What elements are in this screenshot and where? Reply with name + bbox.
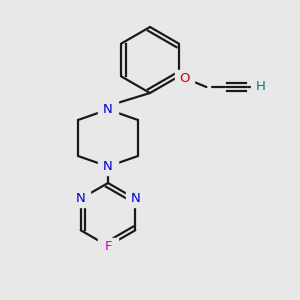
Bar	[251, 79, 270, 95]
Text: O: O	[179, 71, 190, 85]
Text: H: H	[256, 80, 265, 94]
Text: N: N	[76, 192, 86, 205]
Text: N: N	[103, 160, 113, 173]
Bar	[98, 238, 118, 254]
Bar	[175, 70, 194, 86]
Bar	[126, 190, 145, 207]
Text: F: F	[104, 239, 112, 253]
Bar	[98, 101, 118, 118]
Text: N: N	[130, 192, 140, 205]
Bar	[98, 158, 118, 175]
Text: N: N	[103, 103, 113, 116]
Bar	[71, 190, 90, 207]
